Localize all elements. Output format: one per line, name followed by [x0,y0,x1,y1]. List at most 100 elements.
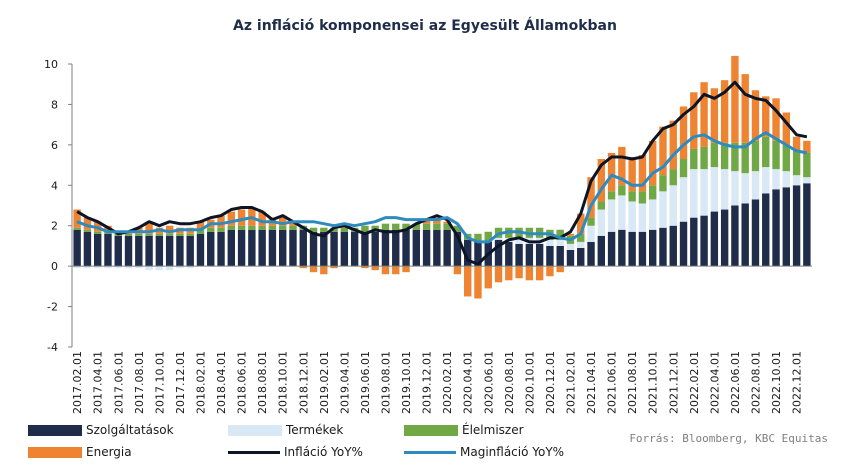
bar-segment [700,169,708,216]
bar-segment [433,223,441,230]
y-axis: -4 -2 0 2 4 6 8 10 [44,58,72,354]
bar-segment [679,177,688,222]
legend-swatch [28,446,82,458]
bar-segment [710,167,719,212]
bar-segment [659,175,667,192]
legend-label: Élelmiszer [462,423,524,437]
x-tick-label: 2019.08.01 [379,351,392,414]
bar-segment [751,90,760,141]
bar-segment [679,221,688,267]
x-tick-label: 2021.04.01 [585,351,598,414]
x-tick-label: 2022.10.01 [770,351,783,414]
bar-segment [751,171,760,200]
bar-segment [515,237,523,244]
bar-segment [361,266,369,269]
bar-segment [73,266,81,269]
bar-segment [83,231,92,267]
bar-segment [83,229,92,232]
bar-segment [350,231,359,267]
bar-segment [494,239,503,267]
bar-segment [371,266,379,271]
bar-segment [628,191,636,202]
x-tick-label: 2020.10.01 [523,351,536,414]
bar-segment [638,203,647,232]
bar-segment [124,233,133,236]
x-tick-label: 2017.08.01 [133,351,146,414]
x-tick-label: 2018.08.01 [256,351,269,414]
legend-item-elelmiszer: Élelmiszer [404,423,524,437]
bar-segment [731,171,739,206]
bar-segment [628,156,636,192]
bar-segment [93,233,102,267]
bar-segment [772,169,780,190]
bar-segment [566,243,575,250]
bar-segment [792,150,801,176]
bar-segment [710,88,719,143]
x-tick-label: 2019.10.01 [400,351,413,414]
bar-segment [165,235,174,267]
bar-segment [607,191,616,200]
bar-segment [556,239,564,246]
bar-segment [278,225,287,230]
bar-segment [494,266,503,283]
bar-segment [124,235,133,267]
bar-segment [186,233,194,236]
bar-segment [453,231,462,267]
bar-segment [135,233,143,236]
bar-segment [648,185,657,200]
bar-segment [443,229,451,267]
bar-segment [402,266,410,273]
bar-segment [227,211,236,226]
y-tick-label: 6 [51,139,58,152]
bar-segment [772,98,780,141]
bar-segment [762,193,770,267]
x-tick-label: 2022.04.01 [708,351,721,414]
x-tick-label: 2021.12.01 [667,351,680,414]
bar-segment [165,233,174,236]
bar-segment [751,199,760,267]
bar-segment [587,225,595,242]
bar-segment [155,233,164,236]
bar-segment [597,209,606,236]
bar-segment [73,227,81,230]
bar-segment [392,223,400,230]
bar-segment [474,241,482,267]
legend-swatch [28,424,82,436]
bar-segment [772,140,780,170]
bar-segment [803,140,811,153]
bar-segment [196,233,205,267]
bar-segment [309,227,318,232]
bar-segment [258,225,266,230]
source-note: Forrás: Bloomberg, KBC Equitas [629,432,828,445]
x-tick-label: 2020.02.01 [441,351,454,414]
bar-segment [494,237,503,240]
bar-segment [258,229,266,267]
bar-segment [803,177,811,184]
bar-segment [587,241,595,267]
bar-segment [577,233,585,242]
x-tick-label: 2021.08.01 [626,351,639,414]
bar-segment [618,146,626,186]
bar-segment [648,140,657,186]
bar-segment [381,223,390,230]
x-tick-label: 2020.08.01 [503,351,516,414]
bar-segment [381,266,390,275]
bar-segment [618,185,626,196]
legend-label: Szolgáltatások [86,423,174,437]
bar-segment [731,142,739,172]
bar-segment [278,215,287,226]
bar-segment [299,229,307,267]
bar-segment [268,225,277,230]
bar-segment [782,144,791,172]
x-tick-label: 2019.02.01 [318,351,331,414]
bar-segment [700,146,708,170]
x-tick-label: 2020.06.01 [482,351,495,414]
x-tick-label: 2022.12.01 [791,351,804,414]
x-tick-label: 2019.12.01 [421,351,434,414]
bar-segment [792,136,801,151]
bar-segment [546,266,554,277]
bar-segment [124,266,133,269]
bar-segment [587,217,595,226]
bar-segment [73,209,81,228]
bar-segment [515,266,523,279]
